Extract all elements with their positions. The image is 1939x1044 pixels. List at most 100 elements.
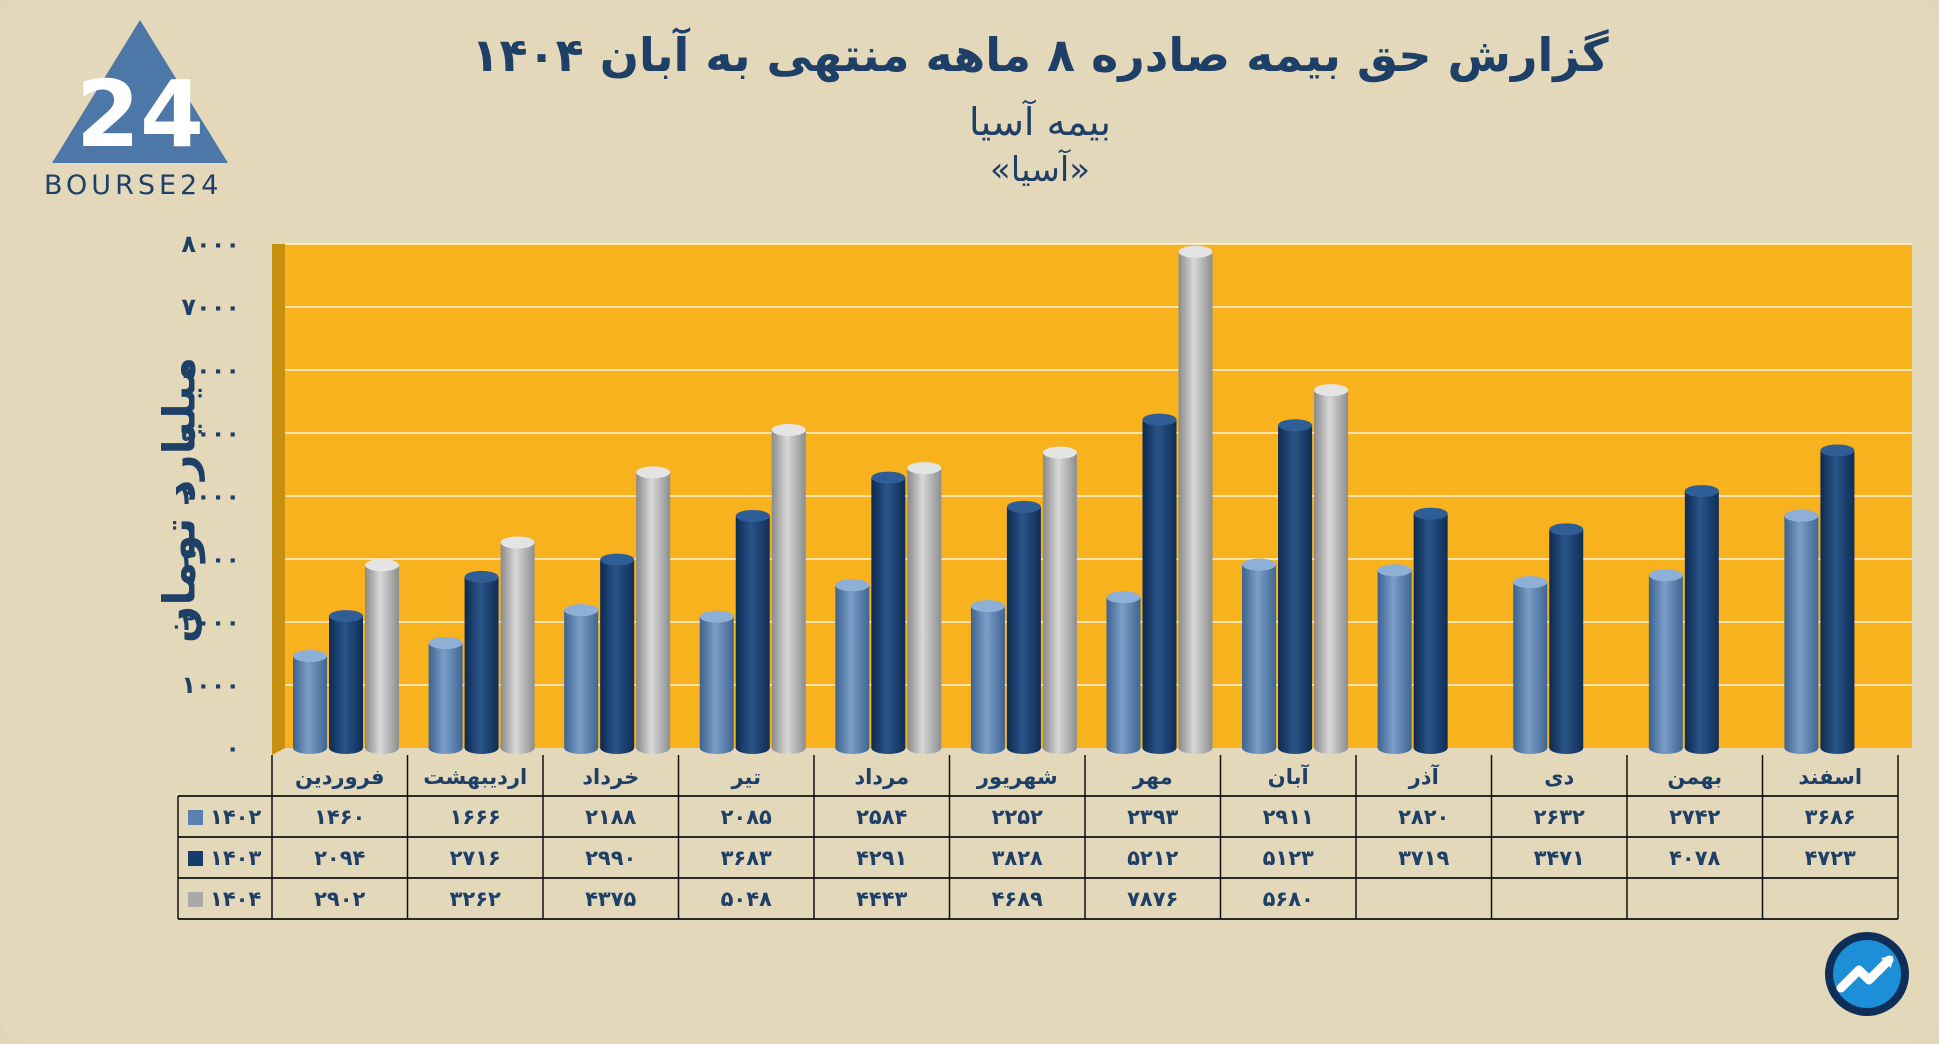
table-value: ۴۴۴۳ [856, 887, 907, 911]
bar-base [1006, 742, 1041, 754]
month-label: دی [1544, 765, 1574, 789]
bar-cap [500, 536, 535, 549]
month-label: اسفند [1798, 765, 1862, 789]
month-label: بهمن [1667, 765, 1722, 789]
bar-base [871, 742, 906, 754]
bar-cap [871, 471, 906, 484]
table-value: ۱۶۶۶ [450, 805, 501, 829]
bar-base [500, 742, 535, 754]
bar-cap [771, 423, 806, 436]
table-value: ۲۲۵۲ [992, 805, 1043, 829]
table-value: ۲۱۸۸ [585, 805, 636, 829]
bar-base [907, 742, 942, 754]
bar [1278, 425, 1313, 748]
bar [1648, 575, 1683, 748]
month-label: فروردین [295, 765, 385, 789]
table-value: ۲۰۸۵ [721, 805, 772, 829]
bar-base [428, 742, 463, 754]
table-value: ۴۳۷۵ [585, 887, 636, 911]
table-value: ۴۲۹۱ [856, 846, 907, 870]
bar-base [1513, 742, 1548, 754]
bar-cap [1684, 485, 1719, 498]
bar [564, 610, 599, 748]
grid-lines [285, 243, 1912, 686]
table-value: ۲۷۱۶ [450, 846, 501, 870]
table-value: ۳۶۸۳ [721, 846, 772, 870]
month-label: مرداد [854, 765, 909, 789]
bar-cap [365, 559, 399, 572]
bar [1377, 570, 1412, 748]
bar [771, 429, 806, 748]
bar [365, 565, 399, 748]
bar [1242, 564, 1277, 748]
bar-cap [1106, 591, 1141, 604]
month-label: اردیبهشت [423, 765, 527, 789]
bar-base [329, 742, 363, 754]
bar-base [1820, 742, 1855, 754]
bar [1784, 515, 1819, 748]
table-value: ۲۰۹۴ [314, 846, 365, 870]
bar-base [1314, 742, 1349, 754]
bar [500, 542, 535, 748]
bar-cap [464, 570, 499, 583]
bar [1006, 506, 1041, 748]
bar-base [1684, 742, 1719, 754]
legend-swatch [188, 892, 203, 907]
month-label: خرداد [582, 765, 639, 789]
month-label: آذر [1408, 764, 1440, 789]
bar-cap [1820, 444, 1855, 457]
bar-cap [293, 650, 327, 663]
bar-cap [835, 579, 870, 592]
bar-cap [1042, 446, 1077, 459]
bar [970, 606, 1005, 748]
month-label: شهریور [976, 765, 1058, 789]
bar-cap [1006, 500, 1041, 513]
bar-base [1549, 742, 1584, 754]
bar-cap [1513, 576, 1548, 589]
brand-name: BOURSE24 [44, 170, 223, 201]
bar [1513, 582, 1548, 748]
bar-cap [428, 637, 463, 650]
bar-base [1178, 742, 1213, 754]
legend-swatch [188, 810, 203, 825]
bourse24-logo-icon: 24 [52, 20, 228, 168]
bar-base [564, 742, 599, 754]
table-value: ۳۶۸۶ [1805, 805, 1856, 829]
bar-cap [564, 604, 599, 617]
y-axis-ticks: ۰ ۱۰۰۰ ۲۰۰۰ ۳۰۰۰ ۴۰۰۰ ۵۰۰۰ ۶۰۰۰ ۷۰۰۰ ۸۰۰۰ [181, 230, 240, 762]
table-value: ۳۲۶۲ [450, 887, 501, 911]
bar-cap [1142, 413, 1177, 426]
bar [1142, 419, 1177, 748]
y-tick-label: ۲۰۰۰ [181, 608, 240, 636]
month-label: آبان [1268, 764, 1310, 789]
table-value: ۵۶۸۰ [1263, 887, 1314, 911]
bar [636, 472, 671, 748]
table-value: ۲۳۹۳ [1127, 805, 1178, 829]
bar-cap [735, 509, 770, 522]
y-tick-label: ۴۰۰۰ [181, 482, 240, 510]
bar [1042, 452, 1077, 748]
table-value: ۳۸۲۸ [992, 846, 1043, 870]
y-tick-label: ۵۰۰۰ [181, 419, 240, 447]
legend-series-label: ۱۴۰۲ [210, 805, 261, 829]
bar-base [1042, 742, 1077, 754]
table-value: ۲۸۲۰ [1398, 805, 1449, 829]
y-tick-label: ۶۰۰۰ [181, 356, 240, 384]
bar [1684, 491, 1719, 748]
bar-cap [699, 610, 734, 623]
bar-base [735, 742, 770, 754]
table-value: ۲۹۱۱ [1263, 805, 1314, 829]
y-tick-label: ۸۰۰۰ [181, 230, 240, 258]
bar-base [1784, 742, 1819, 754]
bar [1178, 251, 1213, 748]
bar-base [636, 742, 671, 754]
table-value: ۲۹۰۲ [314, 887, 365, 911]
legend-series-label: ۱۴۰۳ [210, 846, 261, 870]
plot-side-wall [272, 244, 285, 755]
bar-base [835, 742, 870, 754]
table-value: ۳۴۷۱ [1534, 846, 1585, 870]
y-tick-label: ۱۰۰۰ [181, 671, 240, 699]
bar [699, 616, 734, 748]
